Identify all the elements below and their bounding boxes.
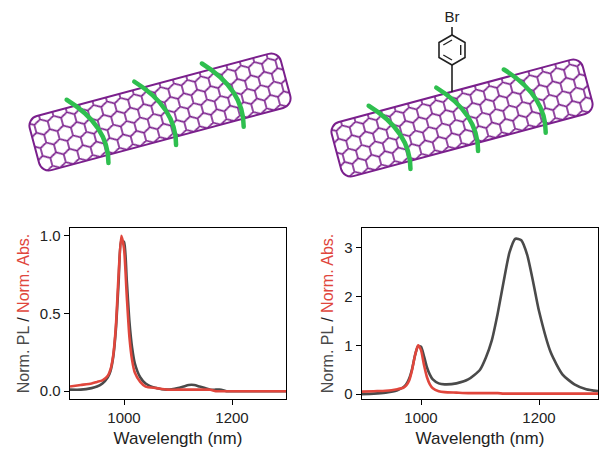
svg-text:1.0: 1.0 (40, 227, 61, 244)
svg-text:1000: 1000 (404, 409, 437, 426)
svg-text:Norm. PL / Norm. Abs.: Norm. PL / Norm. Abs. (15, 234, 32, 393)
svg-text:1200: 1200 (215, 409, 248, 426)
svg-text:Norm. PL / Norm. Abs.: Norm. PL / Norm. Abs. (319, 234, 336, 393)
svg-text:0.0: 0.0 (40, 382, 61, 399)
svg-text:Wavelength (nm): Wavelength (nm) (416, 429, 545, 448)
svg-text:3: 3 (344, 239, 352, 256)
svg-text:1200: 1200 (522, 409, 555, 426)
svg-text:Wavelength (nm): Wavelength (nm) (114, 429, 243, 448)
svg-text:2: 2 (344, 288, 352, 305)
svg-text:1000: 1000 (107, 409, 140, 426)
svg-text:1: 1 (344, 337, 352, 354)
svg-text:0: 0 (344, 385, 352, 402)
svg-text:Br: Br (445, 8, 460, 25)
svg-text:0.5: 0.5 (40, 305, 61, 322)
